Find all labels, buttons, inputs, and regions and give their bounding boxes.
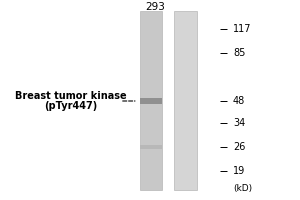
Text: 19: 19 — [233, 166, 245, 176]
Bar — [140, 11, 162, 190]
Text: (kD): (kD) — [233, 184, 252, 194]
Bar — [174, 11, 196, 190]
Text: 34: 34 — [233, 118, 245, 128]
Bar — [140, 145, 162, 149]
Text: Breast tumor kinase: Breast tumor kinase — [15, 91, 127, 101]
Text: 85: 85 — [233, 48, 245, 58]
Text: (pTyr447): (pTyr447) — [44, 101, 98, 111]
Text: 293: 293 — [146, 2, 166, 12]
Text: 117: 117 — [233, 24, 251, 34]
Text: 26: 26 — [233, 142, 245, 152]
Bar — [140, 98, 162, 104]
Text: 48: 48 — [233, 96, 245, 106]
